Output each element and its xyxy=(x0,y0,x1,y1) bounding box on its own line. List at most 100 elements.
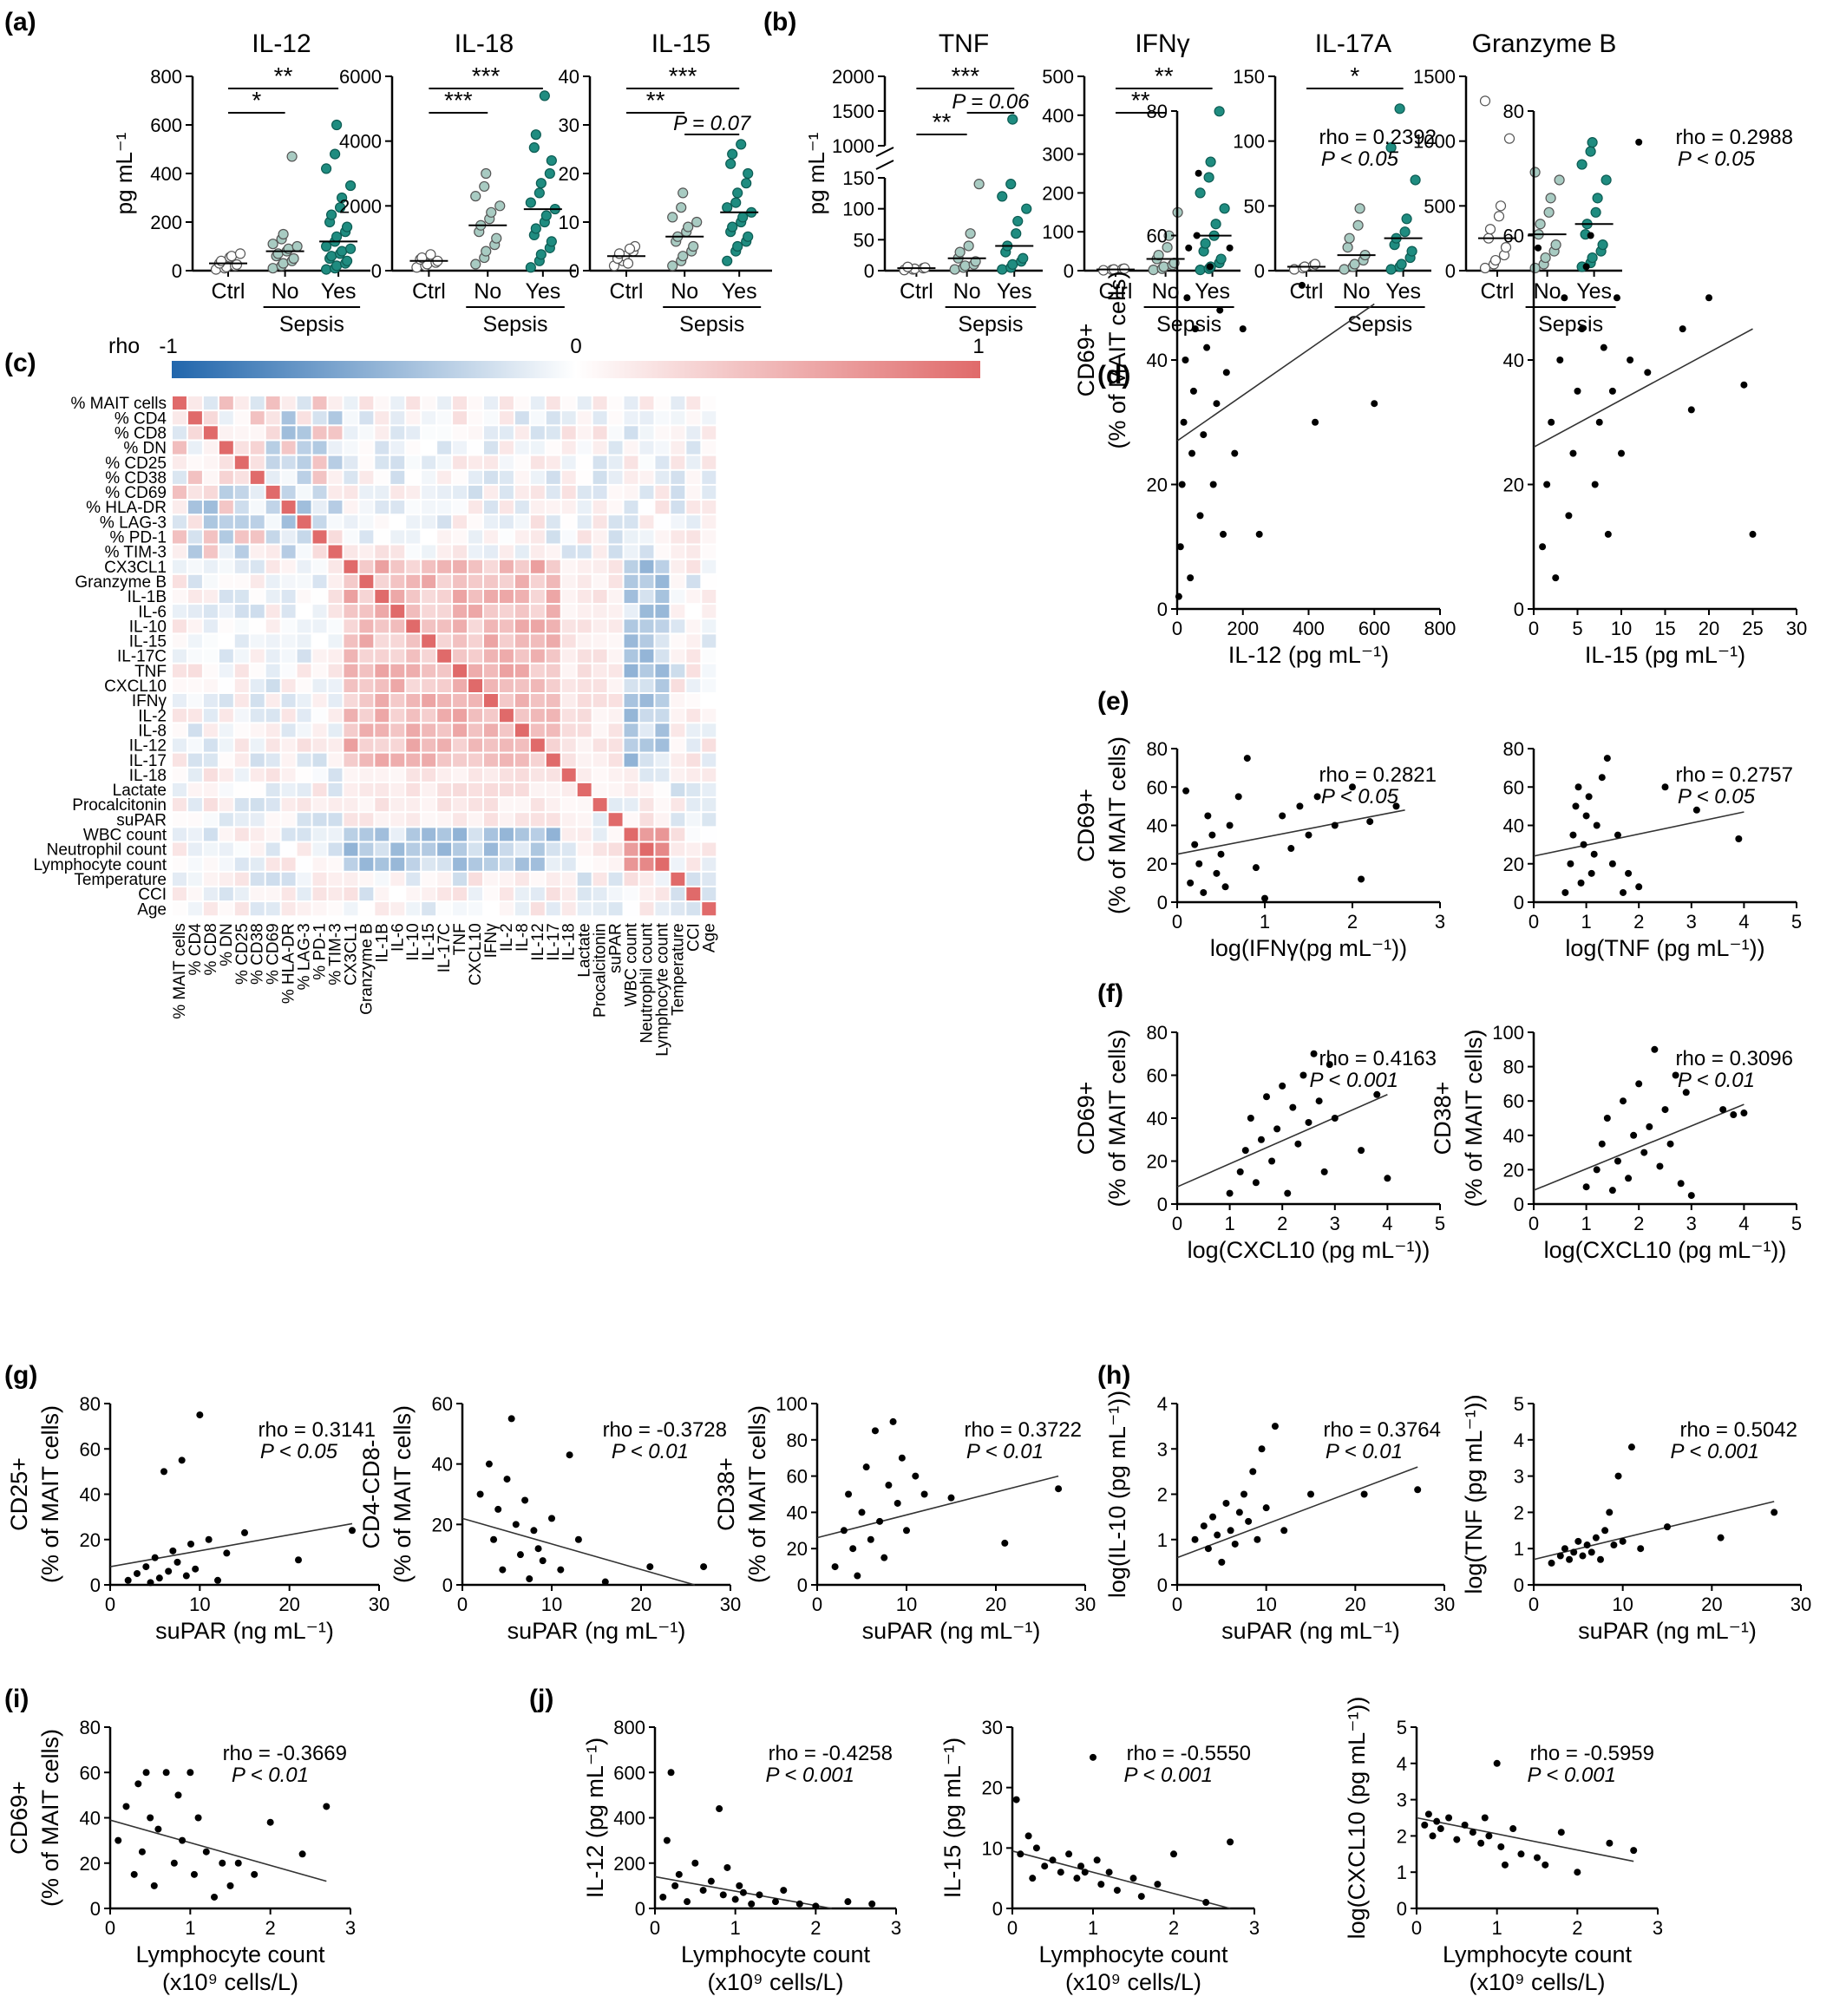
data-point xyxy=(1057,1869,1064,1876)
data-point xyxy=(1556,1552,1564,1560)
heatmap-cell xyxy=(328,813,343,827)
chart-title: IL-18 xyxy=(455,29,514,58)
heatmap-cell xyxy=(219,664,233,677)
x-tick-label: 10 xyxy=(189,1594,210,1615)
heatmap-cell xyxy=(328,828,343,841)
heatmap-cell xyxy=(390,470,405,484)
significance-label: *** xyxy=(472,62,501,89)
heatmap-cell xyxy=(624,589,638,604)
heatmap-cell xyxy=(514,813,529,827)
heatmap-cell xyxy=(530,455,545,469)
heatmap-cell xyxy=(250,634,265,648)
heatmap-cell xyxy=(484,396,498,410)
y-tick-label: 300 xyxy=(1042,144,1074,166)
stat-p: P < 0.001 xyxy=(1309,1069,1398,1092)
heatmap-cell xyxy=(375,396,389,410)
heatmap-cell xyxy=(281,605,296,619)
heatmap-cell xyxy=(624,723,638,737)
heatmap-cell xyxy=(592,485,607,500)
data-point xyxy=(1170,1850,1177,1858)
heatmap-cell xyxy=(608,902,623,916)
heatmap-cell xyxy=(639,738,654,752)
heatmap-cell xyxy=(468,887,482,901)
x-tick-label: 0 xyxy=(1172,911,1182,933)
y-tick-label: 2000 xyxy=(832,66,874,88)
heatmap-cell xyxy=(297,902,311,916)
heatmap-cell xyxy=(577,619,592,633)
heatmap-cell xyxy=(608,560,623,573)
heatmap-cell xyxy=(686,411,701,425)
heatmap-cell xyxy=(702,723,717,737)
heatmap-cell xyxy=(484,798,498,812)
data-point xyxy=(1240,1490,1247,1498)
heatmap-cell xyxy=(624,753,638,767)
data-point xyxy=(1204,1545,1212,1553)
heatmap-cell xyxy=(328,738,343,752)
heatmap-cell xyxy=(453,782,468,797)
heatmap-cell xyxy=(561,664,576,677)
heatmap-cell xyxy=(655,678,670,692)
data-point xyxy=(1661,783,1669,791)
heatmap-cell xyxy=(281,694,296,708)
y-axis-label: pg mL⁻¹ xyxy=(111,132,137,214)
y-axis-label: CD25+ xyxy=(6,1457,32,1531)
data-point-yes xyxy=(1394,103,1405,115)
heatmap-cell xyxy=(265,619,280,633)
heatmap-cell xyxy=(422,574,436,588)
heatmap-cell xyxy=(344,768,358,782)
heatmap-cell xyxy=(187,857,202,871)
heatmap-cell xyxy=(359,501,374,514)
heatmap-cell xyxy=(639,605,654,619)
heatmap-cell xyxy=(203,411,218,425)
heatmap-cell xyxy=(234,560,249,573)
data-point xyxy=(844,1898,852,1906)
heatmap-cell xyxy=(514,501,529,514)
heatmap-cell xyxy=(219,560,233,573)
heatmap-cell xyxy=(468,694,482,708)
heatmap-cell xyxy=(187,515,202,529)
y-tick-label: 100 xyxy=(1233,131,1265,153)
y-tick-label: 40 xyxy=(1503,350,1524,371)
heatmap-cell xyxy=(281,426,296,440)
heatmap-cell xyxy=(234,842,249,856)
heatmap-cell xyxy=(561,530,576,544)
heatmap-cell xyxy=(592,574,607,588)
heatmap-cell xyxy=(359,545,374,559)
heatmap-cell xyxy=(561,753,576,767)
y-tick-label: 40 xyxy=(559,66,579,88)
data-point xyxy=(1614,831,1621,839)
heatmap-cell xyxy=(655,887,670,901)
heatmap-cell xyxy=(624,411,638,425)
x-tick-label: 0 xyxy=(650,1917,660,1939)
heatmap-cell xyxy=(406,828,421,841)
heatmap-cell xyxy=(234,455,249,469)
heatmap-cell xyxy=(219,798,233,812)
heatmap-row-label: % CD4 xyxy=(115,409,167,428)
heatmap-cell xyxy=(173,605,187,619)
data-point xyxy=(1129,1875,1137,1882)
heatmap-row-label: % CD25 xyxy=(105,455,167,473)
heatmap-cell xyxy=(437,872,452,886)
x-tick-label: 0 xyxy=(457,1594,468,1615)
heatmap-cell xyxy=(406,694,421,708)
x-tick-label: Yes xyxy=(525,279,560,304)
heatmap-cell xyxy=(453,664,468,677)
panel-label-h: (h) xyxy=(1097,1361,1130,1390)
data-point-no xyxy=(1162,242,1173,253)
data-point xyxy=(226,1882,234,1889)
data-point xyxy=(1252,1179,1260,1187)
x-axis-label: (x10⁹ cells/L) xyxy=(1469,1969,1605,1995)
heatmap-cell xyxy=(655,694,670,708)
heatmap-cell xyxy=(359,768,374,782)
heatmap-cell xyxy=(624,738,638,752)
heatmap-col-label: Lymphocyte count xyxy=(653,923,671,1057)
data-point xyxy=(1651,1045,1659,1053)
heatmap-cell xyxy=(624,902,638,916)
significance-label: * xyxy=(252,87,261,114)
heatmap-cell xyxy=(624,545,638,559)
stat-p: P < 0.05 xyxy=(1678,785,1756,808)
heatmap-cell xyxy=(437,768,452,782)
data-point-no xyxy=(1153,249,1164,261)
heatmap-cell xyxy=(187,887,202,901)
data-point xyxy=(1630,1131,1638,1139)
